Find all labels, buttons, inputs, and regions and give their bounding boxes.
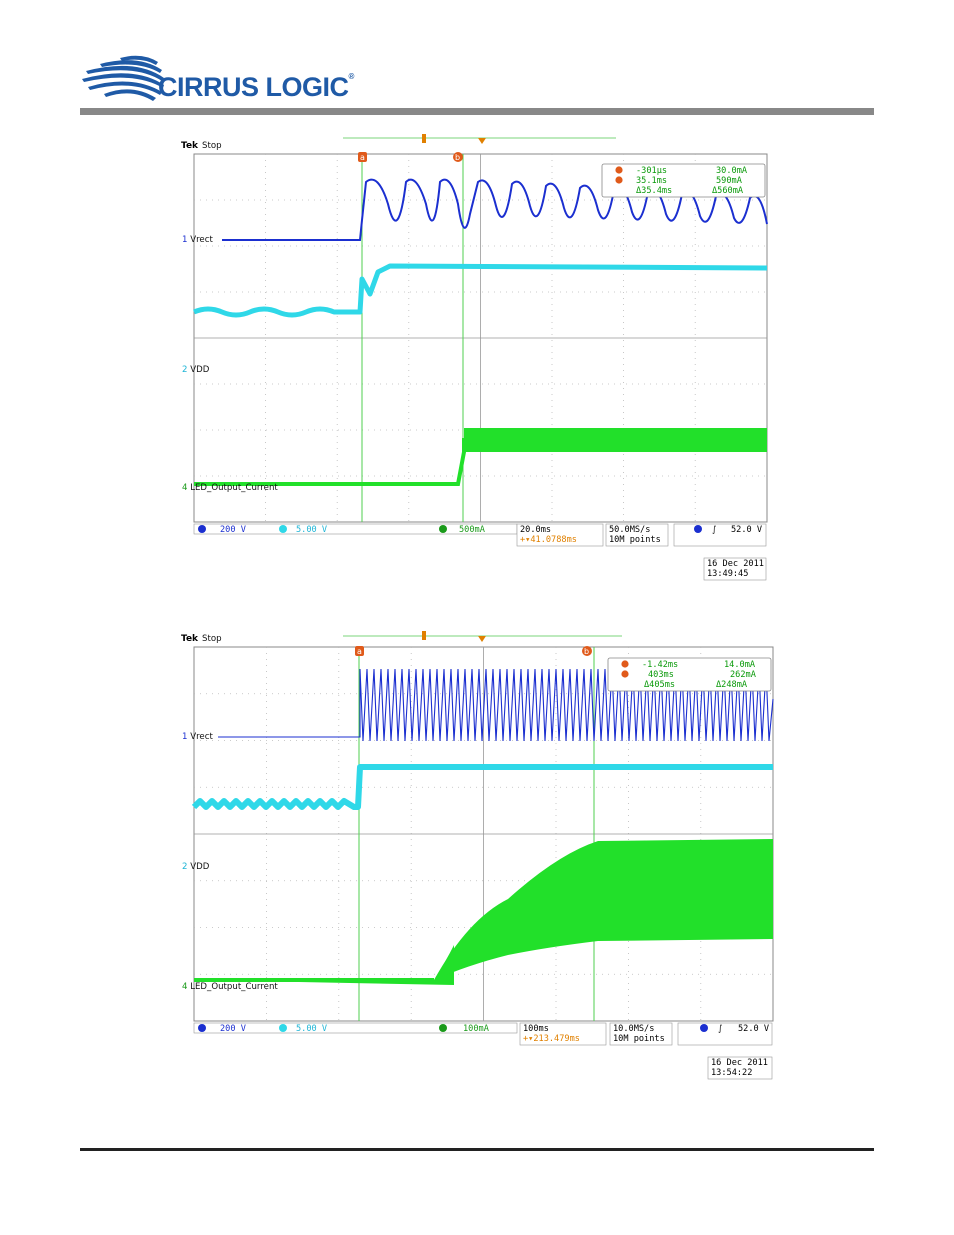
ch1-scale: 200 V [220,1024,246,1034]
svg-text:b: b [455,153,460,162]
trigger-edge-icon: ∫ [718,1024,723,1034]
acq-status: Stop [202,634,222,644]
cursor-a-value: 30.0mA [716,166,748,176]
ch4-scale: 100mA [463,1024,490,1034]
svg-text:a: a [357,647,362,656]
ch1-scale: 200 V [220,525,246,535]
capture-time: 13:49:45 [707,569,748,579]
cursor-a-time: -301µs [636,166,667,176]
timebase: 100ms [523,1024,549,1034]
timebase: 20.0ms [520,525,551,535]
tek-brand: Tek [181,141,199,151]
ch2-label: 2 VDD [182,862,210,872]
trigger-edge-icon: ∫ [712,525,717,535]
sample-rate: 10.0MS/s [613,1024,654,1034]
cursor-delta-value: Δ248mA [716,680,748,690]
record-length: 10M points [609,535,661,545]
cirrus-logic-logo [82,55,164,101]
record-length: 10M points [613,1034,665,1044]
tek-brand: Tek [181,634,199,644]
capture-time: 13:54:22 [711,1068,752,1078]
acq-status: Stop [202,141,222,151]
cursor-b-value: 590mA [716,176,743,186]
cursor-delta-time: Δ35.4ms [636,186,672,196]
trigger-level: 52.0 V [731,525,762,535]
ch2-label: 2 VDD [182,365,210,375]
footer-rule [80,1148,874,1151]
ch1-label: 1 Vrect [182,732,213,742]
ch4-label: 4 LED_Output_Current [182,982,278,992]
capture-date: 16 Dec 2011 [711,1058,768,1068]
sample-rate: 50.0MS/s [609,525,650,535]
cursor-b-time: 35.1ms [636,176,667,186]
trigger-level: 52.0 V [738,1024,769,1034]
trigger-position: +▾41.0788ms [520,535,577,545]
cursor-b-time: 403ms [648,670,674,680]
oscilloscope-capture-2: Tek Stop a b [178,629,778,1084]
logo-text: CIRRUS LOGIC [158,72,349,102]
cursor-b-value: 262mA [730,670,757,680]
capture-date: 16 Dec 2011 [707,559,764,569]
ch2-scale: 5.00 V [296,1024,327,1034]
svg-text:a: a [360,153,365,162]
header-rule [80,108,874,115]
cursor-delta-value: Δ560mA [712,186,744,196]
ch4-label: 4 LED_Output_Current [182,483,278,493]
cursor-delta-time: Δ405ms [644,680,675,690]
ch2-scale: 5.00 V [296,525,327,535]
trigger-position: +▾213.479ms [523,1034,580,1044]
svg-text:b: b [584,647,589,656]
ch1-label: 1 Vrect [182,235,213,245]
cursor-a-value: 14.0mA [724,660,756,670]
registered-mark: ® [348,72,355,81]
ch4-scale: 500mA [459,525,486,535]
cursor-a-time: -1.42ms [642,660,678,670]
oscilloscope-capture-1: Tek Stop a b [178,134,778,582]
logo-wordmark: CIRRUS LOGIC® [158,72,354,103]
